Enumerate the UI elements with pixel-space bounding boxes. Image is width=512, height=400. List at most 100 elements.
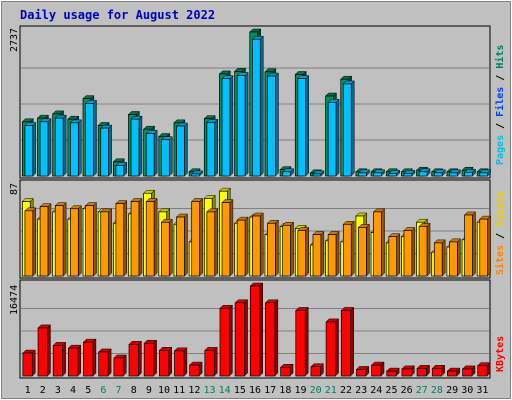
bar-side xyxy=(441,239,446,277)
bar-side xyxy=(381,208,385,277)
bar-side xyxy=(213,346,218,377)
bar-side xyxy=(275,219,279,277)
bar-sites-day-15 xyxy=(236,219,246,277)
bar-kbytes-day-25 xyxy=(386,370,397,377)
x-tick-label-day-15: 15 xyxy=(234,385,246,396)
bar-files-day-16 xyxy=(251,38,261,177)
chart-title: Daily usage for August 2022 xyxy=(20,8,215,22)
x-tick-label-day-29: 29 xyxy=(446,385,458,396)
bar-kbytes-day-7 xyxy=(113,357,124,377)
panel-middle: 87 Sites / Visits xyxy=(9,179,506,279)
x-tick-label-day-17: 17 xyxy=(264,385,276,396)
bar-sites-day-2 xyxy=(39,206,49,277)
bar-files-day-8 xyxy=(130,118,140,177)
bar-side xyxy=(229,198,234,277)
x-tick-label-day-30: 30 xyxy=(461,385,473,396)
bar-files-day-26 xyxy=(403,173,413,177)
axis-label-top: Pages / Files / Hits xyxy=(494,45,506,165)
x-tick-label-day-27: 27 xyxy=(416,385,428,396)
bar-kbytes-day-27 xyxy=(416,368,427,377)
x-tick-label-day-5: 5 xyxy=(85,385,91,396)
bar-side xyxy=(426,222,431,277)
bar-side xyxy=(274,299,279,377)
bar-sites-day-29 xyxy=(449,241,458,277)
bar-side xyxy=(472,211,476,277)
x-axis-labels: 1 2 3 4 5 6 7 8 9 10 11 12 13 14 15 16 17 18 19 20 21 22 23 24 2… xyxy=(25,385,489,396)
bar-sites-day-8 xyxy=(130,201,140,277)
bar-side xyxy=(107,348,112,377)
bar-files-day-7 xyxy=(115,165,125,177)
bar-side xyxy=(290,221,294,277)
bar-kbytes-day-15 xyxy=(234,302,245,377)
bar-files-day-12 xyxy=(191,173,200,177)
bar-side xyxy=(304,306,309,377)
bar-side xyxy=(305,226,309,277)
bar-side xyxy=(62,202,67,277)
bar-sites-day-4 xyxy=(70,208,79,277)
x-tick-label-day-8: 8 xyxy=(131,385,137,396)
bar-sites-day-17 xyxy=(267,222,276,277)
bar-sites-day-21 xyxy=(327,234,337,277)
bar-side xyxy=(350,80,355,177)
bar-side xyxy=(32,121,37,177)
bar-side xyxy=(62,114,67,177)
bar-files-day-24 xyxy=(373,172,382,177)
axis-label-part: Files xyxy=(494,87,506,117)
bar-side xyxy=(78,205,82,277)
axis-label-part: Sites xyxy=(494,245,506,275)
bar-kbytes-day-29 xyxy=(447,370,458,377)
bar-files-day-27 xyxy=(418,171,428,177)
bar-kbytes-day-2 xyxy=(37,327,48,377)
axis-label-part: Hits xyxy=(494,45,506,69)
bar-side xyxy=(411,226,416,277)
bar-kbytes-day-1 xyxy=(22,352,33,377)
bar-kbytes-day-26 xyxy=(401,368,412,377)
bar-side xyxy=(183,347,188,377)
bar-kbytes-day-11 xyxy=(174,350,185,377)
bar-side xyxy=(47,118,52,177)
bar-files-day-21 xyxy=(327,101,337,177)
bar-side xyxy=(487,215,491,277)
bar-side xyxy=(92,338,97,377)
bar-files-day-20 xyxy=(312,173,322,177)
x-tick-label-day-4: 4 xyxy=(70,385,76,396)
axis-label-middle: Sites / Visits xyxy=(494,191,506,275)
x-tick-label-day-16: 16 xyxy=(249,385,261,396)
bar-files-day-17 xyxy=(267,75,276,177)
x-tick-label-day-21: 21 xyxy=(325,385,337,396)
bar-sites-day-27 xyxy=(418,225,428,277)
bar-kbytes-day-14 xyxy=(219,307,230,377)
bar-kbytes-day-24 xyxy=(371,364,382,377)
bar-files-day-29 xyxy=(449,172,458,177)
bar-files-day-2 xyxy=(39,121,49,177)
bar-files-day-10 xyxy=(161,139,170,177)
bar-files-day-30 xyxy=(464,171,473,177)
bar-kbytes-day-10 xyxy=(158,349,170,377)
x-tick-label-day-28: 28 xyxy=(431,385,443,396)
bar-kbytes-day-9 xyxy=(143,342,154,377)
bar-side xyxy=(396,233,400,277)
bar-kbytes-day-4 xyxy=(68,347,79,377)
x-tick-label-day-20: 20 xyxy=(310,385,322,396)
bar-side xyxy=(169,218,173,277)
bar-sites-day-9 xyxy=(145,201,155,277)
bar-side xyxy=(320,231,325,277)
bar-side xyxy=(138,197,143,277)
bar-side xyxy=(138,115,143,177)
bar-side xyxy=(366,223,370,277)
x-tick-label-day-26: 26 xyxy=(401,385,413,396)
bar-side xyxy=(108,208,112,277)
bar-side xyxy=(335,231,340,277)
bar-kbytes-day-22 xyxy=(340,310,352,377)
bar-sites-day-30 xyxy=(464,214,473,277)
bar-sites-day-24 xyxy=(373,211,382,277)
bar-side xyxy=(214,118,218,177)
bar-files-day-22 xyxy=(342,83,352,177)
bar-files-day-5 xyxy=(85,103,94,177)
bar-side xyxy=(244,71,249,177)
x-tick-label-day-12: 12 xyxy=(188,385,200,396)
bar-side xyxy=(108,124,112,177)
x-tick-label-day-14: 14 xyxy=(219,385,231,396)
bar-side xyxy=(259,282,263,377)
